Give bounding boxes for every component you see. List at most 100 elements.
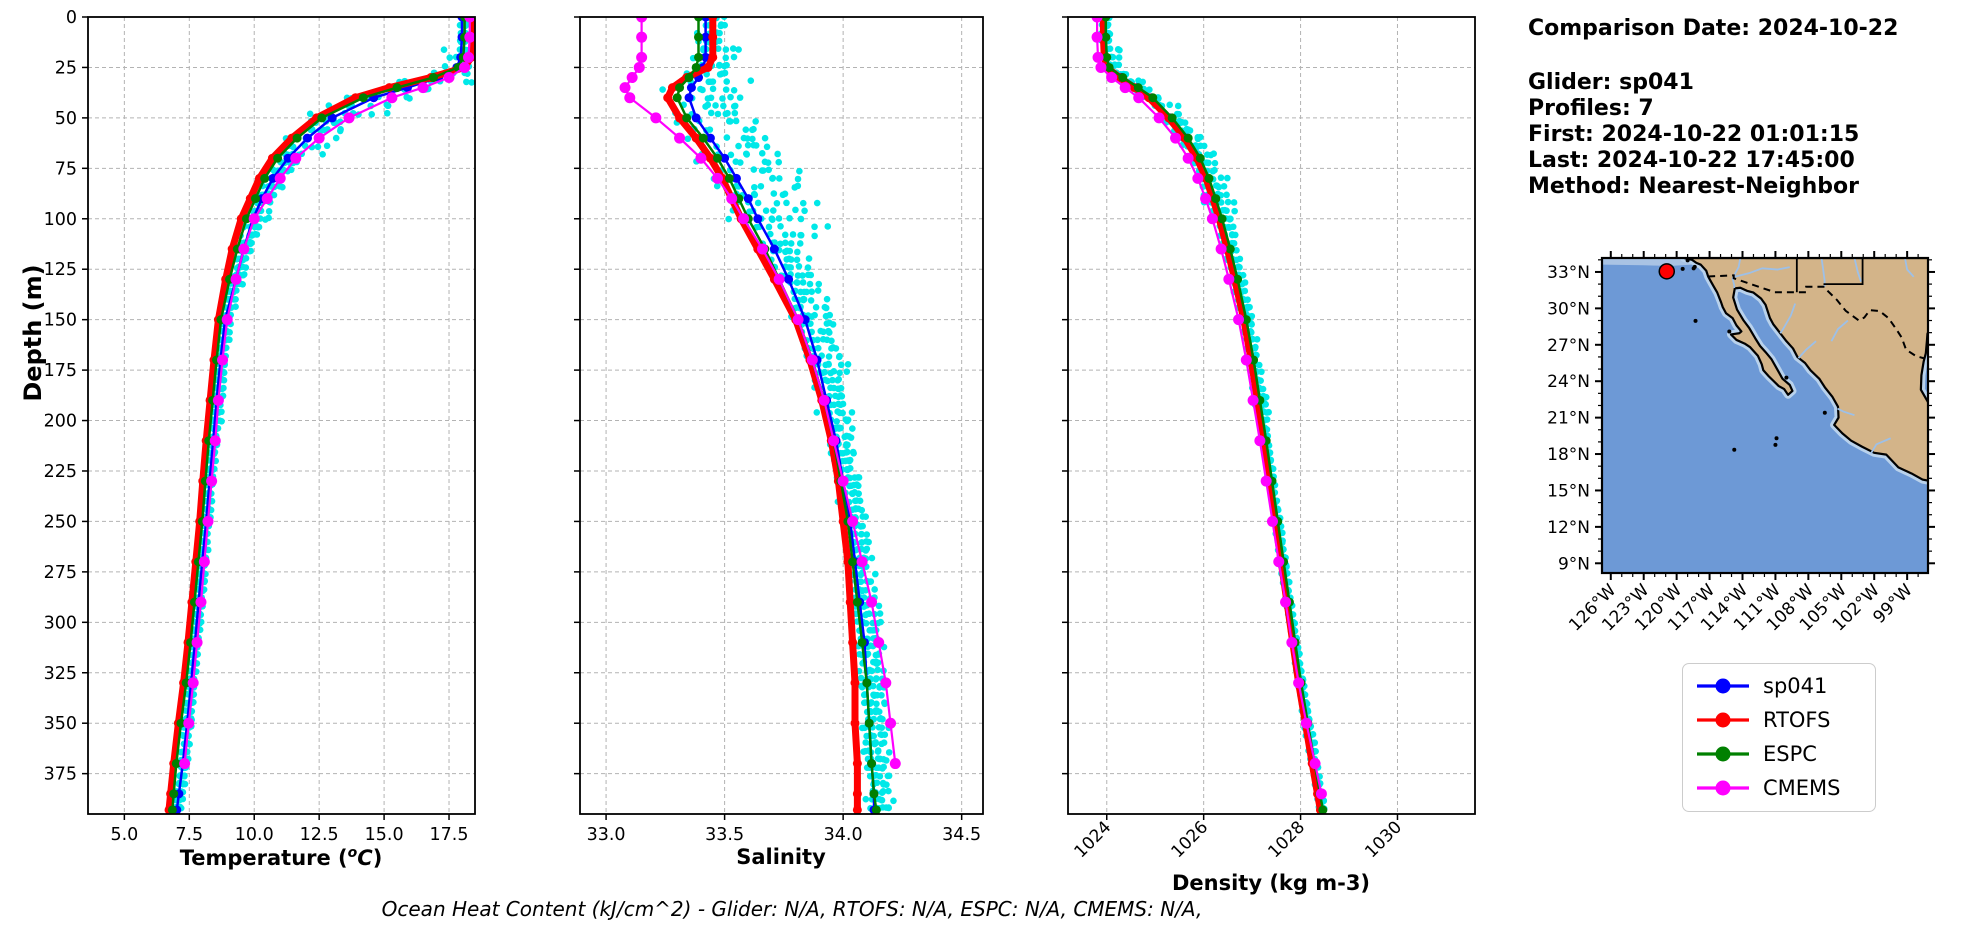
glider-scatter-point <box>232 303 239 311</box>
glider-scatter-point <box>880 763 887 771</box>
ESPC-marker <box>852 597 862 607</box>
glider-scatter-point <box>747 77 755 84</box>
glider-scatter-point <box>1251 344 1259 352</box>
ESPC-marker <box>694 52 704 62</box>
glider-scatter-point <box>849 448 857 456</box>
x-tick-label: 12.5 <box>300 825 339 845</box>
glider-scatter-point <box>765 166 773 174</box>
CMEMS-marker <box>386 92 398 104</box>
glider-scatter-point <box>720 102 727 110</box>
x-tick-label: 1024 <box>1071 817 1116 862</box>
CMEMS-marker <box>866 596 878 608</box>
glider-scatter-point <box>287 166 295 174</box>
glider-scatter-point <box>716 62 723 69</box>
glider-scatter-point <box>858 506 866 514</box>
glider-scatter-point <box>812 304 820 311</box>
glider-scatter-point <box>853 481 861 488</box>
glider-scatter-point <box>872 570 879 578</box>
glider-scatter-point <box>721 21 729 29</box>
glider-scatter-point <box>875 602 883 610</box>
glider-scatter-point <box>766 230 774 238</box>
glider-scatter-point <box>758 150 766 157</box>
temperature-data <box>164 17 475 814</box>
glider-scatter-point <box>843 417 851 425</box>
ESPC-marker <box>1133 83 1143 93</box>
island <box>1774 436 1779 441</box>
glider-scatter-point <box>1229 223 1237 231</box>
glider-scatter-point <box>871 691 879 699</box>
glider-scatter-point <box>801 207 808 215</box>
glider-scatter-point <box>1255 361 1263 369</box>
CMEMS-marker <box>187 677 199 689</box>
glider-scatter-point <box>242 255 250 262</box>
glider-scatter-point <box>1259 385 1267 393</box>
glider-scatter-point <box>776 175 783 182</box>
glider-scatter-point <box>878 789 886 796</box>
glider-scatter-point <box>820 328 827 336</box>
ESPC-marker <box>1318 805 1328 814</box>
RTOFS-marker <box>850 718 860 728</box>
legend-line-marker-icon <box>1697 780 1749 795</box>
depth-tick-label: 50 <box>55 109 77 129</box>
glider-scatter-point <box>1230 240 1238 247</box>
CMEMS-marker <box>1192 172 1204 184</box>
CMEMS-marker <box>206 475 218 487</box>
glider-scatter-point <box>873 779 881 787</box>
CMEMS-marker <box>1266 515 1278 527</box>
CMEMS-marker <box>1153 112 1165 124</box>
glider-scatter-point <box>332 134 340 142</box>
river <box>1779 303 1797 334</box>
glider-scatter-point <box>794 182 802 190</box>
glider-scatter-point <box>1210 150 1218 157</box>
glider-scatter-point <box>319 151 326 158</box>
glider-scatter-point <box>1115 61 1123 69</box>
sp041-marker <box>268 173 278 183</box>
glider-scatter-point <box>825 361 832 368</box>
legend-entry-RTOFS: RTOFS <box>1695 706 1863 733</box>
glider-scatter-point <box>727 93 734 101</box>
glider-scatter-point <box>744 141 752 149</box>
CMEMS-marker <box>624 92 636 104</box>
depth-tick-label: 325 <box>44 664 77 684</box>
glider-scatter-point <box>843 368 851 375</box>
depth-tick-label: 150 <box>44 311 77 331</box>
glider-scatter-point <box>855 490 862 497</box>
glider-scatter-point <box>752 142 760 149</box>
legend-line-marker-icon <box>1697 678 1749 693</box>
glider-scatter-point <box>1226 215 1233 223</box>
ESPC-marker <box>428 73 438 83</box>
glider-scatter-point <box>1209 167 1217 175</box>
glider-scatter-point <box>735 46 742 53</box>
island <box>1727 329 1732 334</box>
RTOFS-marker <box>852 789 862 799</box>
glider-scatter-point <box>828 345 835 352</box>
glider-scatter-point <box>794 175 802 183</box>
ESPC-marker <box>1101 32 1111 42</box>
CMEMS-marker <box>711 172 723 184</box>
ESPC-marker <box>1217 214 1227 224</box>
ESPC-marker <box>694 17 704 22</box>
glider-scatter-point <box>1223 191 1230 199</box>
glider-scatter-point <box>815 280 823 288</box>
glider-scatter-point <box>876 610 884 617</box>
ESPC-marker <box>169 789 179 799</box>
glider-scatter-point <box>875 708 883 715</box>
lat-tick-label: 33°N <box>1547 263 1590 283</box>
glider-scatter-point <box>1223 207 1230 215</box>
river <box>1870 437 1892 454</box>
glider-scatter-point <box>1246 303 1253 311</box>
glider-scatter-point <box>827 369 835 377</box>
comparison-date-text: Comparison Date: 2024-10-22 <box>1528 16 1899 41</box>
CMEMS-marker <box>1200 193 1212 205</box>
depth-tick-label: 100 <box>44 210 77 230</box>
glider-scatter-point <box>808 288 816 295</box>
CMEMS-marker <box>274 172 286 184</box>
CMEMS-marker <box>198 556 210 568</box>
glider-scatter-point <box>1231 207 1238 215</box>
glider-scatter-point <box>787 240 795 247</box>
glider-scatter-point <box>862 739 870 746</box>
CMEMS-marker <box>1300 717 1312 729</box>
glider-scatter-point <box>1197 142 1204 150</box>
glider-scatter-point <box>1220 183 1228 190</box>
glider-scatter-point <box>725 117 733 125</box>
